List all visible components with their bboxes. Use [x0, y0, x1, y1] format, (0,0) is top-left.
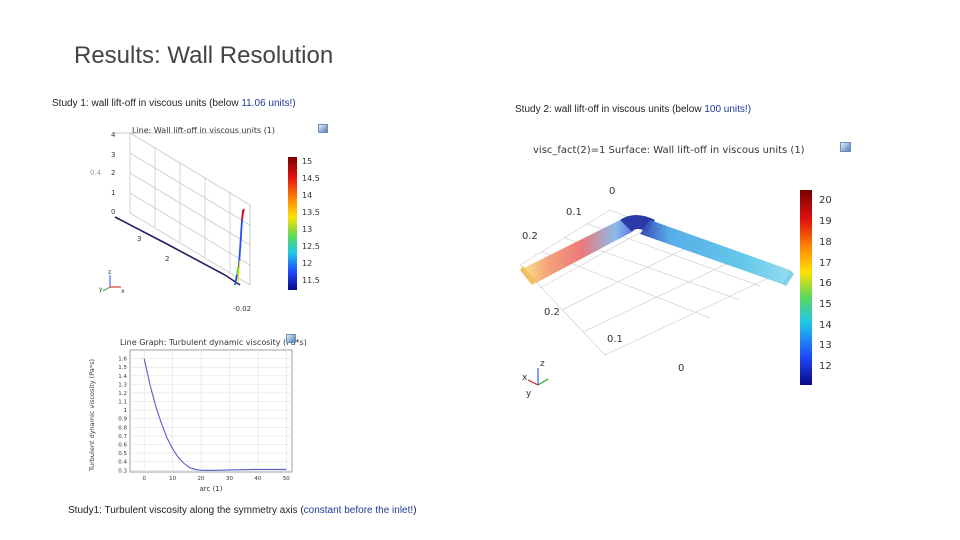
line-graph-header: Line Graph: Turbulent dynamic viscosity … — [120, 338, 307, 347]
study2-plot-header: visc_fact(2)=1 Surface: Wall lift-off in… — [533, 145, 805, 156]
study1-axis-tick: 0 — [111, 208, 115, 216]
study1-caption: Study 1: wall lift-off in viscous units … — [52, 98, 296, 109]
study2-colorbar: 20 19 18 17 16 15 14 13 12 — [800, 190, 832, 385]
y-tick-label: 1.1 — [118, 400, 127, 406]
study1-tick-corner: -0.02 — [233, 305, 251, 313]
study1-axis-tick: 1 — [111, 189, 115, 197]
series-line — [143, 358, 287, 471]
y-tick-label: 0.7 — [118, 434, 127, 440]
x-tick-label: 40 — [254, 476, 261, 482]
study1-axis-triad: z y x — [99, 269, 125, 295]
colorbar-tick: 14 — [819, 320, 832, 331]
study1-line-caption: Study1: Turbulent viscosity along the sy… — [68, 505, 417, 516]
plot-settings-icon[interactable] — [286, 334, 296, 343]
line-chart-ylabel: Turbulent dynamic viscosity (Pa*s) — [88, 359, 96, 472]
colorbar-tick: 20 — [819, 195, 832, 206]
colorbar-tick: 17 — [819, 258, 832, 269]
study2-axis-label: 0 — [609, 186, 615, 197]
study2-caption-text: Study 2: wall lift-off in viscous units … — [515, 104, 705, 115]
y-tick-label: 0.8 — [118, 425, 127, 431]
study1-axis-tick: 2 — [111, 169, 115, 177]
study2-axis-triad: z x y — [522, 359, 549, 399]
plot-settings-icon[interactable] — [840, 142, 851, 152]
y-tick-label: 1.3 — [118, 382, 127, 388]
x-tick-label: 20 — [198, 476, 205, 482]
y-tick-label: 0.4 — [118, 460, 127, 466]
y-tick-label: 0.6 — [118, 443, 127, 449]
y-tick-label: 1.6 — [118, 357, 127, 363]
colorbar-tick: 14.5 — [302, 174, 320, 183]
y-tick-label: 0.3 — [118, 468, 127, 474]
colorbar-tick: 11.5 — [302, 276, 320, 285]
study1-axis-tick: 4 — [111, 131, 116, 139]
y-tick-label: 1 — [124, 408, 128, 414]
y-tick-label: 0.5 — [118, 451, 127, 457]
study2-axis-label: 0.2 — [544, 307, 560, 318]
study1-line-caption-text: Study1: Turbulent viscosity along the sy… — [68, 505, 304, 516]
colorbar-tick: 13 — [302, 225, 312, 234]
study1-tick-a: 3 — [137, 235, 141, 243]
study2-3d-plot: 0 0.1 0.2 0.2 0.1 0 z x y — [519, 186, 794, 399]
y-tick-label: 0.9 — [118, 417, 127, 423]
study1-caption-highlight: 11.06 units!) — [241, 98, 296, 109]
study1-line-caption-highlight: constant before the inlet! — [303, 505, 414, 516]
colorbar-tick: 13.5 — [302, 208, 320, 217]
colorbar-tick: 16 — [819, 278, 832, 289]
study1-colorbar: 15 14.5 14 13.5 13 12.5 12 11.5 — [288, 157, 320, 290]
colorbar-tick: 15 — [819, 299, 832, 310]
colorbar-tick: 19 — [819, 216, 832, 227]
x-tick-label: 10 — [169, 476, 176, 482]
svg-text:z: z — [540, 359, 545, 369]
colorbar-tick: 13 — [819, 340, 832, 351]
study1-caption-text: Study 1: wall lift-off in viscous units … — [52, 98, 242, 109]
study2-caption: Study 2: wall lift-off in viscous units … — [515, 104, 751, 115]
study2-axis-label: 0.2 — [522, 231, 538, 242]
slide-title: Results: Wall Resolution — [74, 42, 334, 69]
x-tick-label: 50 — [283, 476, 290, 482]
study1-line-caption-end: ) — [413, 505, 417, 516]
study2-axis-label: 0 — [678, 363, 684, 374]
colorbar-tick: 18 — [819, 237, 832, 248]
colorbar-tick: 12 — [819, 361, 832, 372]
x-tick-label: 30 — [226, 476, 233, 482]
study1-axis-tick: 3 — [111, 151, 115, 159]
turbulent-viscosity-line-chart: 1.6 1.5 1.4 1.3 1.2 1.1 1 0.9 0.8 0.7 0.6 0.5 0.4 0.3… — [88, 349, 293, 493]
plot-settings-icon[interactable] — [318, 124, 328, 133]
study1-3d-plot: 4 3 2 1 0 0.4 3 2 -0.02 z y x — [90, 131, 251, 313]
svg-text:x: x — [522, 373, 528, 383]
study2-axis-label: 0.1 — [566, 207, 582, 218]
study2-caption-highlight: 100 units!) — [704, 104, 752, 115]
svg-text:y: y — [526, 389, 532, 399]
colorbar-tick: 12 — [302, 259, 312, 268]
svg-text:x: x — [121, 288, 125, 295]
colorbar-tick: 12.5 — [302, 242, 320, 251]
study1-plot-header: Line: Wall lift-off in viscous units (1) — [132, 126, 276, 135]
study1-side-label: 0.4 — [90, 169, 102, 177]
x-tick-label: 0 — [142, 476, 146, 482]
svg-text:z: z — [108, 269, 111, 276]
svg-text:y: y — [99, 286, 103, 293]
y-tick-label: 1.5 — [118, 365, 127, 371]
study2-axis-label: 0.1 — [607, 334, 623, 345]
y-tick-label: 1.2 — [118, 391, 127, 397]
colorbar-tick: 14 — [302, 191, 312, 200]
y-tick-label: 1.4 — [118, 374, 127, 380]
study1-tick-b: 2 — [165, 255, 169, 263]
plot-area — [129, 349, 293, 473]
colorbar-tick: 15 — [302, 157, 312, 166]
line-chart-xlabel: arc (1) — [199, 485, 222, 493]
